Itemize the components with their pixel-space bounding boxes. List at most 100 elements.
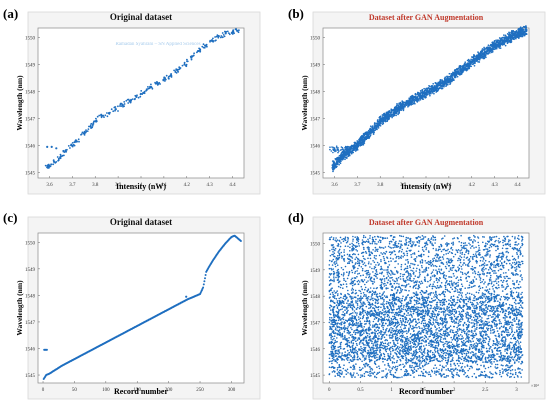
data-point: [349, 314, 351, 316]
data-point: [364, 289, 366, 291]
data-point: [516, 32, 518, 34]
data-point: [337, 149, 339, 151]
data-point: [412, 96, 414, 98]
data-point: [448, 78, 450, 80]
data-point: [45, 165, 47, 167]
data-point: [407, 105, 409, 107]
data-point: [384, 337, 386, 339]
data-point: [471, 294, 473, 296]
data-point: [128, 99, 130, 101]
data-point: [363, 142, 365, 144]
data-point: [483, 48, 485, 50]
data-point: [505, 248, 507, 250]
data-point: [476, 278, 478, 280]
data-point: [486, 275, 488, 277]
data-point: [449, 76, 451, 78]
data-point: [346, 271, 348, 273]
data-point: [348, 152, 350, 154]
data-point: [334, 375, 336, 377]
data-point: [96, 121, 98, 123]
data-point: [453, 275, 455, 277]
data-point: [462, 264, 464, 266]
panel-label: (a): [3, 6, 18, 21]
data-point: [512, 255, 514, 257]
data-point: [386, 374, 388, 376]
data-point: [372, 249, 374, 251]
data-point: [383, 299, 385, 301]
data-point: [352, 312, 354, 314]
data-point: [439, 364, 441, 366]
data-point: [446, 301, 448, 303]
data-point: [420, 99, 422, 101]
data-point: [459, 67, 461, 69]
data-point: [522, 30, 524, 32]
data-point: [457, 363, 459, 365]
data-point: [466, 311, 468, 313]
data-point: [402, 106, 404, 108]
data-point: [342, 147, 344, 149]
data-point: [402, 345, 404, 347]
data-point: [445, 289, 447, 291]
data-point: [487, 309, 489, 311]
data-point: [233, 32, 235, 34]
data-point: [471, 331, 473, 333]
data-point: [384, 316, 386, 318]
data-point: [339, 249, 341, 251]
data-point: [334, 151, 336, 153]
data-point: [383, 258, 385, 260]
data-point: [468, 377, 470, 379]
data-point: [437, 335, 439, 337]
data-point: [78, 141, 80, 143]
data-point: [380, 266, 382, 268]
data-point: [224, 36, 226, 38]
data-point: [398, 256, 400, 258]
data-point: [512, 298, 514, 300]
data-point: [421, 89, 423, 91]
data-point: [462, 286, 464, 288]
data-point: [435, 332, 437, 334]
data-point: [466, 245, 468, 247]
data-point: [443, 84, 445, 86]
data-point: [396, 283, 398, 285]
data-point: [370, 125, 372, 127]
data-point: [468, 60, 470, 62]
data-point: [513, 334, 515, 336]
data-point: [419, 281, 421, 283]
data-point: [419, 270, 421, 272]
data-point: [212, 38, 214, 40]
data-point: [409, 286, 411, 288]
data-point: [186, 64, 188, 66]
data-point: [216, 36, 218, 38]
data-point: [419, 92, 421, 94]
data-point: [381, 370, 383, 372]
data-point: [486, 52, 488, 54]
data-point: [374, 376, 376, 378]
data-point: [366, 132, 368, 134]
data-point: [376, 277, 378, 279]
data-point: [516, 268, 518, 270]
data-point: [463, 243, 465, 245]
data-point: [78, 138, 80, 140]
data-point: [51, 146, 53, 148]
data-point: [422, 262, 424, 264]
data-point: [340, 159, 342, 161]
data-point: [368, 261, 370, 263]
data-point: [518, 257, 520, 259]
data-point: [329, 361, 331, 363]
data-point: [459, 264, 461, 266]
y-tick-label: 1550: [25, 241, 36, 246]
data-point: [505, 35, 507, 37]
data-point: [492, 377, 494, 379]
data-point: [456, 285, 458, 287]
data-point: [372, 132, 374, 134]
data-point: [483, 273, 485, 275]
data-point: [341, 252, 343, 254]
y-tick-label: 1545: [310, 172, 321, 177]
data-point: [336, 330, 338, 332]
data-point: [352, 350, 354, 352]
data-point: [370, 128, 372, 130]
data-point: [100, 115, 102, 117]
data-point: [477, 55, 479, 57]
data-point: [360, 141, 362, 143]
data-point: [340, 284, 342, 286]
